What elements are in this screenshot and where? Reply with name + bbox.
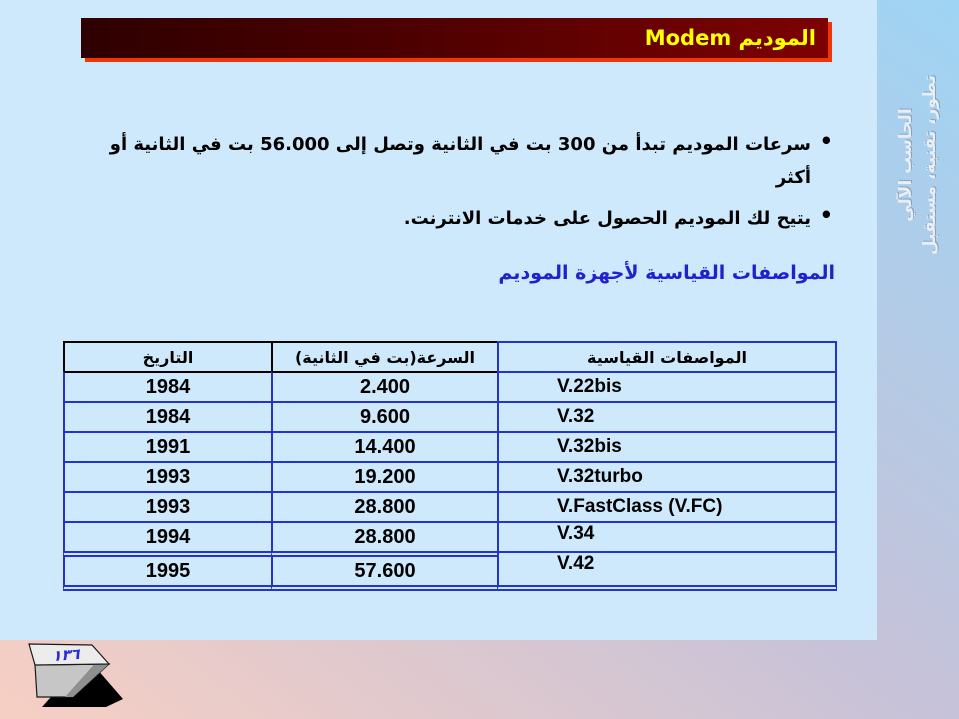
speed-cell: 14.400 [271,431,497,461]
date-cell: 1993 [63,461,271,491]
bullet-marker-icon: • [819,203,833,227]
speed-cell: 28.800 [271,491,497,521]
header-standard: المواصفات القياسية [497,341,837,371]
header-speed: السرعة(بت في الثانية) [271,341,497,371]
table-row: 1994 28.800 V.34 [63,521,837,551]
date-cell: 1991 [63,431,271,461]
modem-standards-table: التاريخ السرعة(بت في الثانية) المواصفات … [63,341,837,591]
sidebar-vertical-title: الحاسب الآلي تطور، تقنية، مستقبل [894,15,942,315]
keycap-right-face [65,664,109,697]
bullet-marker-icon: • [819,129,833,153]
standard-cell: V.32bis [497,431,837,461]
date-cell: 1995 [63,551,271,591]
bullet-list: • سرعات الموديم تبدأ من 300 بت في الثاني… [70,128,835,235]
standard-cell: V.FastClass (V.FC) [497,491,837,521]
bullet-text: يتيح لك الموديم الحصول على خدمات الانترن… [403,208,811,229]
date-cell: 1993 [63,491,271,521]
table-header-row: التاريخ السرعة(بت في الثانية) المواصفات … [63,341,837,371]
standard-cell: V.22bis [497,371,837,401]
table-row: 1993 28.800 V.FastClass (V.FC) [63,491,837,521]
table-row: 1993 19.200 V.32turbo [63,461,837,491]
date-cell: 1984 [63,401,271,431]
standard-cell: V.34 [497,521,837,551]
standard-cell: V.32 [497,401,837,431]
date-cell: 1994 [63,521,271,551]
table-row: 1991 14.400 V.32bis [63,431,837,461]
table-row: 1995 57.600 V.42 [63,551,837,591]
table-row: 1984 2.400 V.22bis [63,371,837,401]
speed-cell: 19.200 [271,461,497,491]
standard-cell: V.32turbo [497,461,837,491]
keycap-icon: ١٣٦ [28,643,123,707]
speed-cell: 9.600 [271,401,497,431]
standard-cell: V.42 [497,551,837,591]
date-cell: 1984 [63,371,271,401]
keycap-top-face [28,643,111,666]
bullet-item: • يتيح لك الموديم الحصول على خدمات الانت… [70,202,835,235]
sidebar-title-line1: الحاسب الآلي [896,108,916,222]
table-row: 1984 9.600 V.32 [63,401,837,431]
section-heading: المواصفات القياسية لأجهزة الموديم [498,262,835,284]
header-date: التاريخ [63,341,271,371]
speed-cell: 2.400 [271,371,497,401]
speed-cell: 57.600 [271,551,497,591]
page-number: ١٣٦ [51,645,82,665]
speed-cell: 28.800 [271,521,497,551]
title-bar: الموديم Modem [81,18,828,58]
bullet-text: سرعات الموديم تبدأ من 300 بت في الثانية … [109,134,811,188]
bullet-item: • سرعات الموديم تبدأ من 300 بت في الثاني… [70,128,835,194]
slide-title: الموديم Modem [644,26,816,50]
slide-content-area: الموديم Modem • سرعات الموديم تبدأ من 30… [0,0,877,640]
modem-table-body: 1984 2.400 V.22bis 1984 9.600 V.32 1991 14.400 V… [63,371,837,591]
sidebar-title-line2: تطور، تقنية، مستقبل [920,74,940,256]
